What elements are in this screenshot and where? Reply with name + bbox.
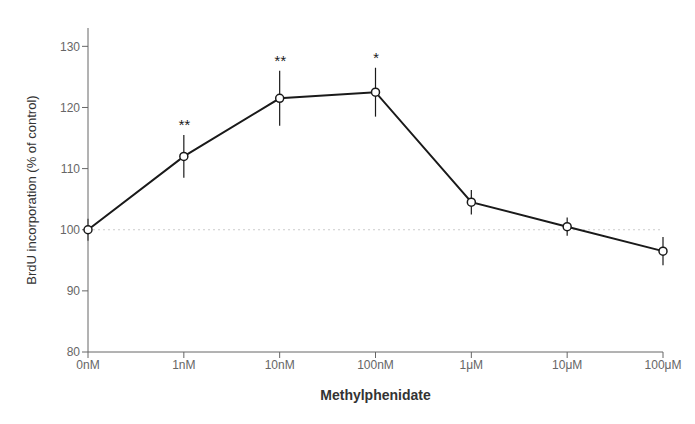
svg-text:Methylphenidate: Methylphenidate — [320, 387, 431, 403]
svg-text:130: 130 — [60, 40, 80, 54]
svg-text:80: 80 — [67, 345, 81, 359]
svg-text:**: ** — [274, 52, 287, 69]
svg-text:**: ** — [178, 116, 191, 133]
svg-text:110: 110 — [61, 162, 80, 176]
svg-text:1μM: 1μM — [460, 358, 484, 372]
svg-text:1nM: 1nM — [172, 358, 195, 372]
svg-text:90: 90 — [67, 284, 81, 298]
svg-text:BrdU incorporation (% of contr: BrdU incorporation (% of control) — [24, 95, 39, 284]
svg-text:10μM: 10μM — [552, 358, 582, 372]
svg-text:0nM: 0nM — [76, 358, 99, 372]
svg-text:*: * — [373, 49, 380, 66]
svg-text:100μM: 100μM — [645, 358, 682, 372]
svg-text:100nM: 100nM — [357, 358, 394, 372]
svg-text:100: 100 — [60, 223, 80, 237]
svg-text:10nM: 10nM — [265, 358, 295, 372]
svg-text:120: 120 — [60, 101, 80, 115]
